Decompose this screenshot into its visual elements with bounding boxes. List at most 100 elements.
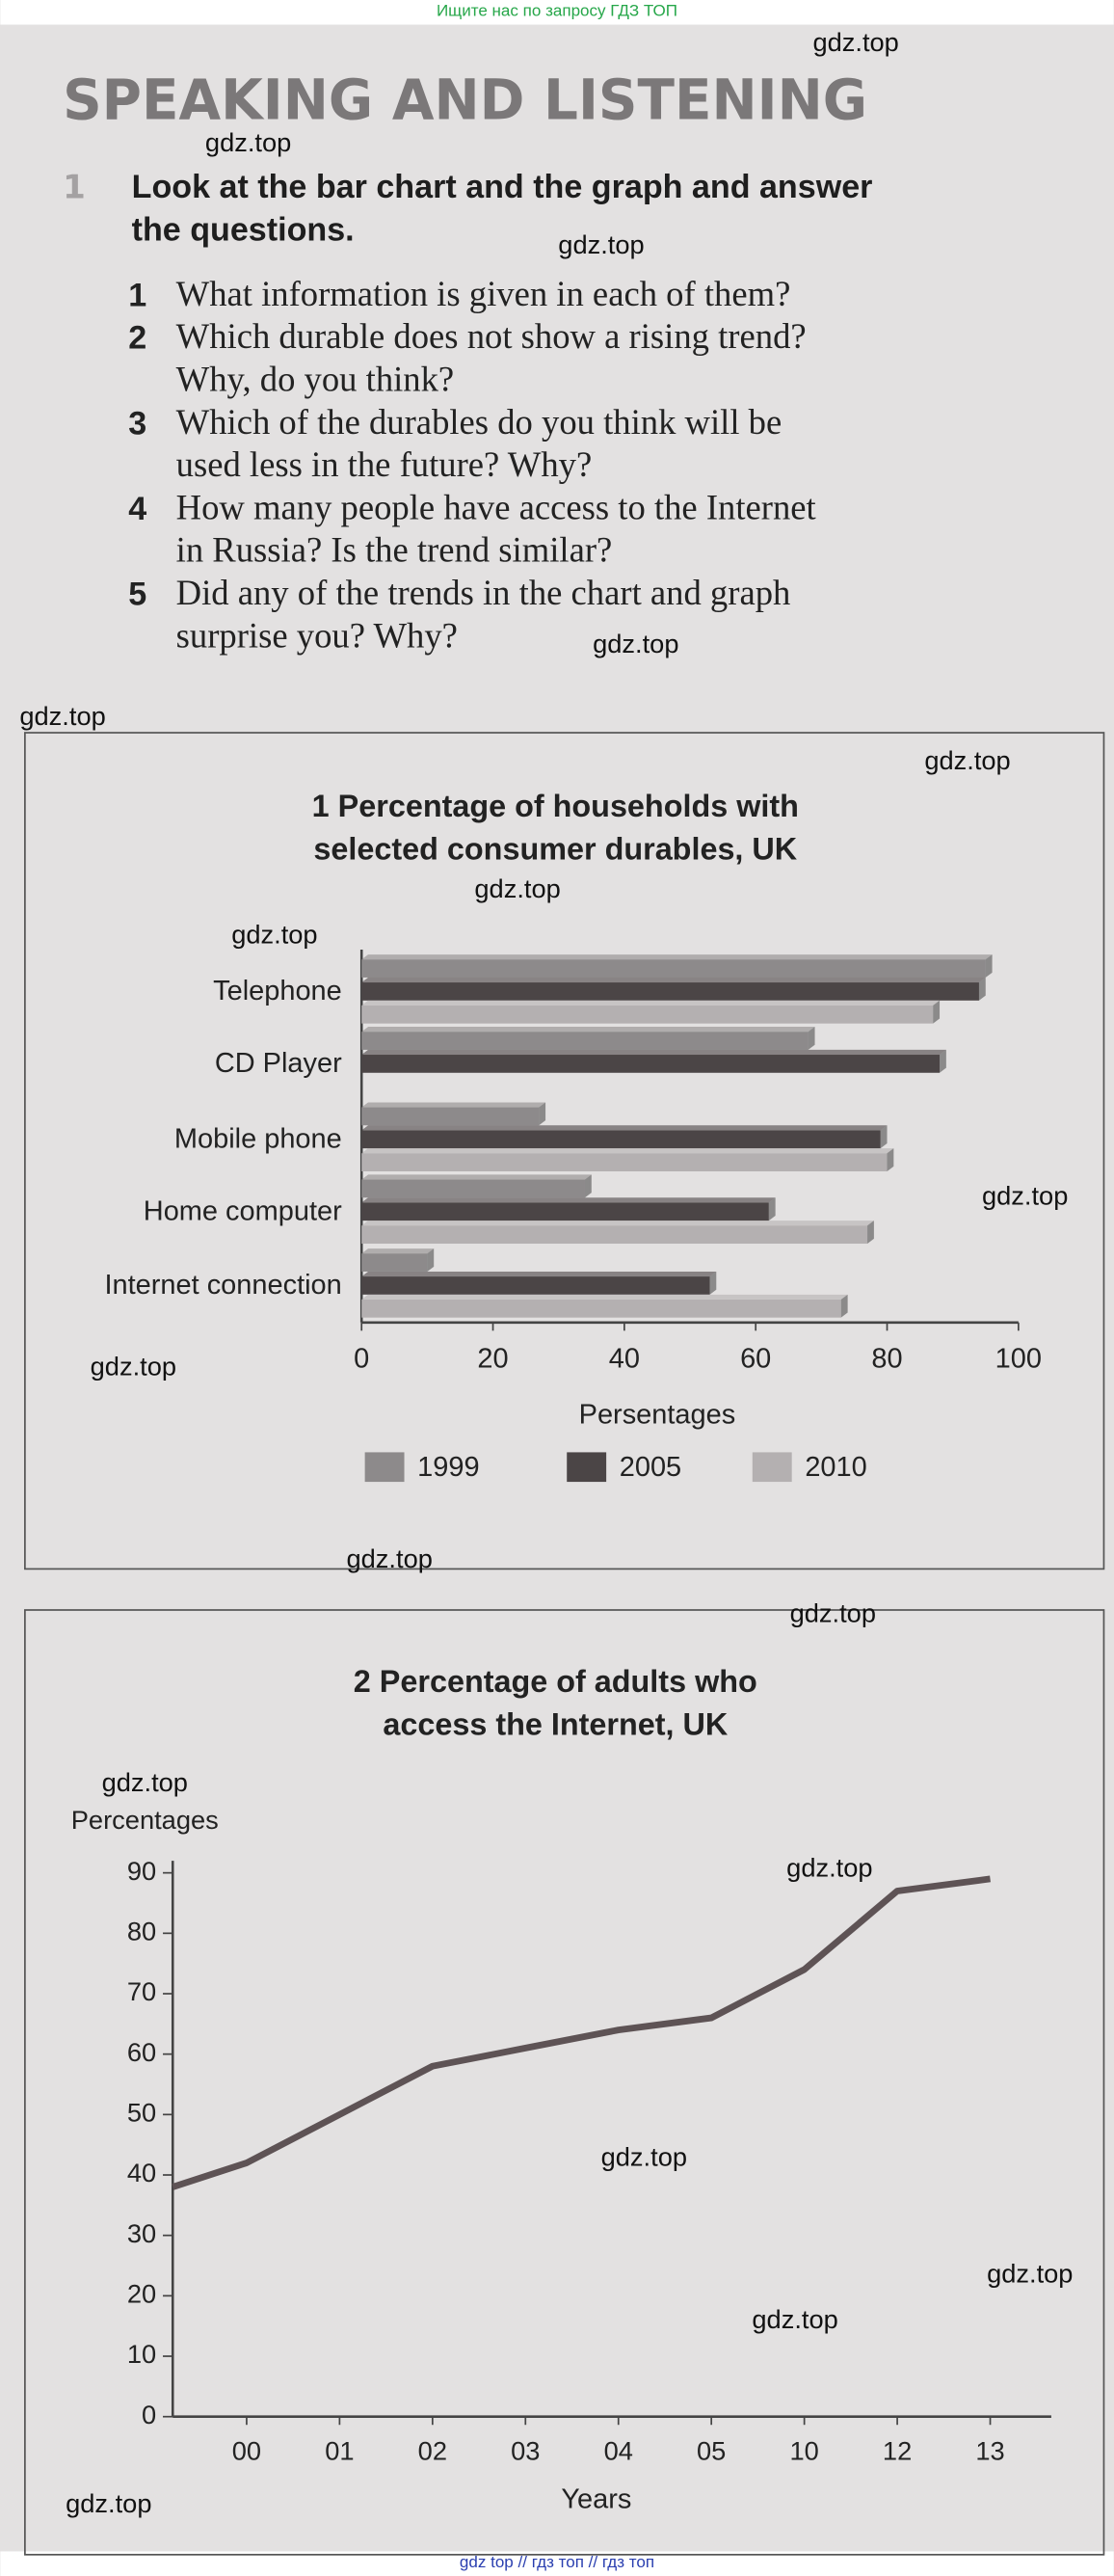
bar <box>361 1276 710 1295</box>
line-series <box>172 1875 991 2190</box>
question-text: in Russia? Is the trend similar? <box>176 530 613 570</box>
watermark: gdz.top <box>924 745 1010 775</box>
watermark: gdz.top <box>205 127 291 157</box>
bar-top <box>361 1221 874 1226</box>
bar <box>361 1005 934 1024</box>
bar-end <box>867 1221 874 1244</box>
x-tick-label: 04 <box>604 2435 633 2465</box>
bar <box>361 1299 841 1318</box>
watermark: gdz.top <box>19 701 105 731</box>
y-tick-label: 90 <box>127 1856 156 1886</box>
question-text: Which durable does not show a rising tre… <box>176 316 807 356</box>
bar <box>361 959 986 978</box>
watermark: gdz.top <box>66 2488 151 2518</box>
y-tick-label: 70 <box>127 1976 156 2006</box>
bar <box>361 1202 769 1221</box>
x-axis-label: Persentages <box>579 1400 736 1431</box>
legend-label: 2005 <box>620 1452 681 1483</box>
exercise-number: 1 <box>63 168 86 206</box>
category-label: Telephone <box>213 976 342 1006</box>
y-tick-label: 40 <box>127 2158 156 2187</box>
x-tick-label: 05 <box>697 2435 726 2465</box>
bar-top <box>361 977 986 983</box>
x-tick-label: 40 <box>609 1344 640 1375</box>
watermark: gdz.top <box>752 2304 837 2334</box>
bar-end <box>880 1125 888 1149</box>
watermark: gdz.top <box>790 1597 876 1627</box>
watermark: gdz.top <box>982 1180 1068 1210</box>
watermark: gdz.top <box>786 1852 872 1882</box>
chart1-frame <box>24 732 1105 1570</box>
banner-bg <box>0 0 1114 25</box>
bar-end <box>539 1102 546 1126</box>
bar <box>361 1179 585 1198</box>
question-number: 5 <box>128 577 146 613</box>
watermark: gdz.top <box>346 1543 432 1573</box>
x-tick-label: 10 <box>789 2435 818 2465</box>
bar-top <box>361 1125 888 1131</box>
y-tick-label: 10 <box>127 2339 156 2369</box>
question-number: 3 <box>128 405 146 442</box>
bar <box>361 1253 428 1272</box>
watermark: gdz.top <box>231 920 317 950</box>
footer: gdz top // гдз топ // гдз топ <box>460 2553 654 2571</box>
watermark: gdz.top <box>987 2258 1073 2288</box>
bar <box>361 982 979 1001</box>
watermark: gdz.top <box>601 2141 687 2171</box>
question-text: Which of the durables do you think will … <box>176 402 782 442</box>
y-tick-label: 80 <box>127 1917 156 1946</box>
question-text: What information is given in each of the… <box>176 274 791 313</box>
banner: Ищите нас по запросу ГДЗ ТОП <box>437 1 677 19</box>
bar <box>361 1130 881 1149</box>
x-tick-label: 60 <box>740 1344 771 1375</box>
category-label: Internet connection <box>104 1270 341 1301</box>
y-axis-label: Percentages <box>71 1805 219 1835</box>
legend-label: 2010 <box>805 1452 866 1483</box>
chart-title: access the Internet, UK <box>383 1707 729 1742</box>
watermark: gdz.top <box>593 629 678 658</box>
watermark: gdz.top <box>91 1352 176 1382</box>
heading: SPEAKING AND LISTENING <box>63 67 867 132</box>
category-label: Mobile phone <box>174 1123 342 1154</box>
bar <box>361 1225 868 1244</box>
chart-title: selected consumer durables, UK <box>313 831 797 866</box>
category-label: CD Player <box>215 1048 342 1079</box>
question-number: 4 <box>128 491 146 527</box>
x-tick-label: 80 <box>871 1344 902 1375</box>
y-tick-label: 50 <box>127 2098 156 2128</box>
watermark: gdz.top <box>812 27 898 57</box>
bar-end <box>887 1148 894 1172</box>
bar-top <box>361 1000 941 1006</box>
instruction: Look at the bar chart and the graph and … <box>132 169 873 205</box>
x-tick-label: 00 <box>232 2435 261 2465</box>
legend-swatch <box>752 1452 792 1483</box>
y-tick-label: 20 <box>127 2279 156 2309</box>
instruction: the questions. <box>132 211 355 248</box>
bar-top <box>361 1049 946 1056</box>
bar-top <box>361 1148 894 1154</box>
category-label: Home computer <box>144 1195 342 1226</box>
bar-top <box>361 1197 776 1203</box>
x-axis-label: Years <box>561 2483 631 2514</box>
bar-top <box>361 1271 717 1277</box>
bar-end <box>978 977 986 1001</box>
question-text: Why, do you think? <box>176 359 455 398</box>
bar <box>361 1032 809 1050</box>
bar <box>361 1055 941 1073</box>
bar-end <box>808 1027 815 1050</box>
bar-end <box>427 1248 435 1272</box>
watermark: gdz.top <box>102 1767 188 1797</box>
y-tick-label: 30 <box>127 2218 156 2248</box>
question-text: used less in the future? Why? <box>176 444 593 484</box>
x-tick-label: 100 <box>995 1344 1042 1375</box>
y-tick-label: 60 <box>127 2037 156 2067</box>
bar <box>361 1107 540 1126</box>
bar-end <box>940 1049 946 1073</box>
bar-top <box>361 1102 546 1108</box>
x-tick-label: 12 <box>883 2435 912 2465</box>
chart-title: 2 Percentage of adults who <box>354 1664 757 1699</box>
watermark: gdz.top <box>558 229 644 259</box>
x-tick-label: 0 <box>354 1344 369 1375</box>
x-tick-label: 03 <box>511 2435 540 2465</box>
